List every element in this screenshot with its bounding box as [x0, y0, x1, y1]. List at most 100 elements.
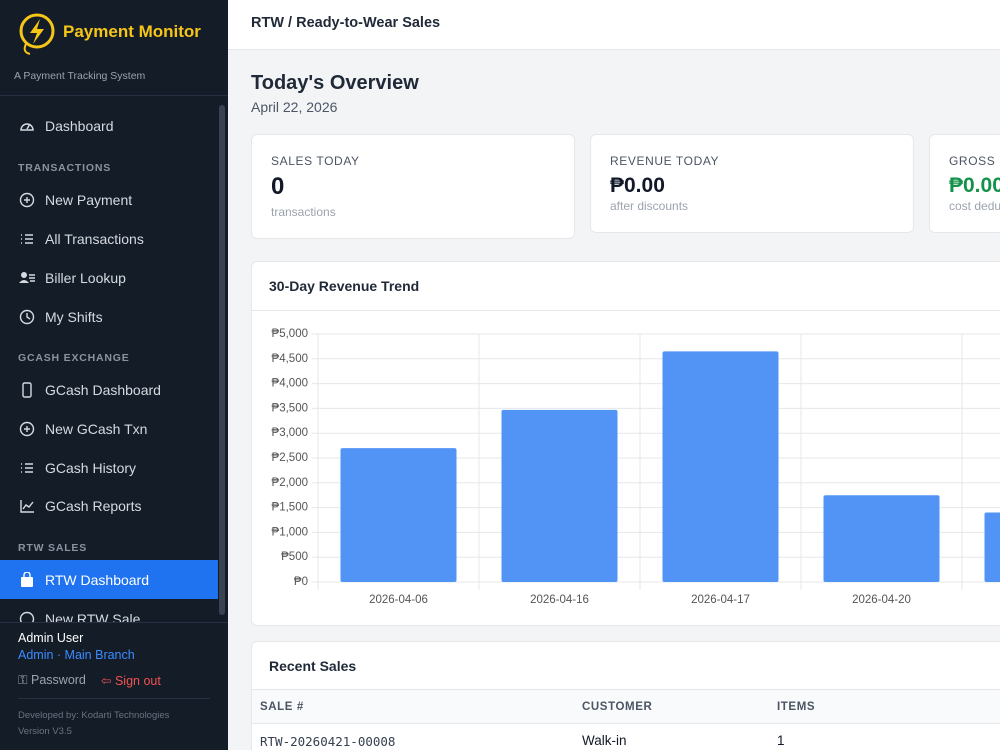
- password-label: Password: [31, 673, 86, 687]
- nav-item[interactable]: GCash History: [0, 448, 218, 487]
- user-role: Admin · Main Branch: [18, 648, 135, 662]
- main: RTW / Ready-to-Wear Sales Today's Overvi…: [228, 0, 1000, 750]
- icon: [22, 381, 32, 398]
- version: Version V3.5: [18, 726, 72, 737]
- brand-tagline: A Payment Tracking System: [14, 70, 146, 82]
- stat-value: ₱0.00: [610, 174, 665, 197]
- nav-item[interactable]: New GCash Txn: [0, 409, 218, 448]
- stat-note: transactions: [271, 205, 336, 219]
- divider: [0, 95, 228, 96]
- nav-label: GCash History: [45, 459, 137, 476]
- y-tick-label: ₱2,500: [272, 452, 308, 464]
- stat-label: SALES TODAY: [271, 154, 360, 168]
- bar: [984, 512, 1000, 582]
- x-tick-label: 2026-04-06: [369, 594, 428, 606]
- column-header: SALE #: [260, 701, 304, 713]
- y-tick-label: ₱5,000: [272, 328, 308, 340]
- y-tick-label: ₱4,500: [272, 353, 308, 365]
- nav-label: Biller Lookup: [45, 269, 126, 286]
- signout-link[interactable]: ⇦ Sign out: [101, 674, 161, 688]
- stat-value: 0: [271, 173, 285, 200]
- icon: [19, 421, 35, 436]
- user-panel: Admin User Admin · Main Branch ⚿ Passwor…: [0, 622, 228, 750]
- column-header: ITEMS: [777, 701, 816, 713]
- stat-label: GROSS P: [949, 154, 1000, 168]
- password-link[interactable]: ⚿ Password: [18, 673, 86, 687]
- bar: [501, 409, 618, 582]
- icon: [19, 309, 35, 324]
- nav-item[interactable]: My Shifts: [0, 297, 218, 336]
- y-tick-label: ₱4,000: [272, 378, 308, 390]
- nav-item[interactable]: New Payment: [0, 180, 218, 219]
- stat-label: REVENUE TODAY: [610, 154, 720, 168]
- brand-name: Payment Monitor: [63, 22, 201, 41]
- nav-label: RTW Dashboard: [45, 571, 150, 588]
- y-tick-label: ₱1,000: [272, 526, 308, 538]
- icon: [21, 233, 33, 244]
- nav-label: All Transactions: [45, 230, 144, 247]
- stat-note: cost dedu: [949, 199, 1000, 213]
- divider: [252, 310, 1000, 311]
- chart-card: 30-Day Revenue Trend ₱0 ₱500 ₱1,000 ₱1,500 ₱…: [251, 261, 1000, 626]
- nav-label: GCash Dashboard: [45, 381, 161, 398]
- icon: [21, 462, 33, 473]
- x-tick-label: 2026-04-16: [530, 594, 589, 606]
- column-header: CUSTOMER: [582, 701, 653, 713]
- icon: [20, 122, 34, 131]
- icon: [19, 192, 35, 207]
- signout-label: Sign out: [114, 674, 161, 688]
- nav-section: TRANSACTIONS: [18, 162, 112, 174]
- table-cell: RTW-20260421-00008: [260, 734, 396, 749]
- y-tick-label: ₱3,000: [272, 427, 308, 439]
- user-name: Admin User: [18, 631, 84, 645]
- icon: [20, 499, 34, 513]
- page-date: April 22, 2026: [251, 99, 338, 115]
- table-cell: Walk-in: [582, 733, 627, 748]
- sidebar: Payment Monitor A Payment Tracking Syste…: [0, 0, 228, 750]
- nav-label: Dashboard: [45, 117, 114, 134]
- nav-label: GCash Reports: [45, 497, 142, 514]
- y-tick-label: ₱2,000: [272, 477, 308, 489]
- nav-item[interactable]: Dashboard: [0, 106, 218, 145]
- logo: [19, 13, 55, 55]
- chart: ₱0 ₱500 ₱1,000 ₱1,500 ₱2,000 ₱2,500 ₱3,000 ₱3,5…: [272, 328, 1000, 606]
- table-title: Recent Sales: [269, 658, 357, 674]
- stat-card: GROSS P ₱0.00 cost dedu: [929, 134, 1000, 233]
- y-tick-label: ₱0: [294, 576, 308, 588]
- nav-item-active[interactable]: RTW Dashboard: [0, 560, 218, 599]
- bar: [340, 448, 457, 582]
- stat-card: SALES TODAY 0 transactions: [251, 134, 575, 239]
- icon: [19, 271, 35, 283]
- divider: [18, 698, 210, 699]
- nav-item[interactable]: Biller Lookup: [0, 258, 218, 297]
- stat-value: ₱0.00: [949, 174, 1000, 197]
- chart-title: 30-Day Revenue Trend: [269, 278, 420, 294]
- stat-note: after discounts: [610, 199, 689, 213]
- table-header: SALE # CUSTOMER ITEMS: [252, 689, 1000, 724]
- x-tick-label: 2026-04-20: [852, 594, 911, 606]
- breadcrumb: RTW / Ready-to-Wear Sales: [251, 15, 441, 31]
- y-tick-label: ₱1,500: [272, 502, 308, 514]
- nav-item[interactable]: All Transactions: [0, 219, 218, 258]
- y-tick-label: ₱500: [281, 551, 308, 563]
- nav-label: My Shifts: [45, 308, 103, 325]
- nav-section: GCASH EXCHANGE: [18, 352, 130, 364]
- nav-section: RTW SALES: [18, 542, 88, 554]
- table-card: Recent Sales SALE # CUSTOMER ITEMS RTW-2…: [251, 641, 1000, 750]
- icon: [21, 571, 33, 587]
- bar: [823, 495, 940, 582]
- table-cell: 1: [777, 733, 785, 748]
- nav-label: New GCash Txn: [45, 420, 148, 437]
- x-tick-label: 2026-04-17: [691, 594, 750, 606]
- scrollbar: [219, 105, 225, 615]
- bar: [662, 351, 779, 582]
- stat-card: REVENUE TODAY ₱0.00 after discounts: [590, 134, 914, 233]
- developer: Developed by: Kodarti Technologies: [18, 710, 170, 721]
- nav-label: New Payment: [45, 191, 133, 208]
- nav-item[interactable]: GCash Dashboard: [0, 370, 218, 409]
- topbar: RTW / Ready-to-Wear Sales: [228, 0, 1000, 50]
- nav-item[interactable]: GCash Reports: [0, 486, 218, 525]
- page-title: Today's Overview: [251, 72, 419, 94]
- y-tick-label: ₱3,500: [272, 402, 308, 414]
